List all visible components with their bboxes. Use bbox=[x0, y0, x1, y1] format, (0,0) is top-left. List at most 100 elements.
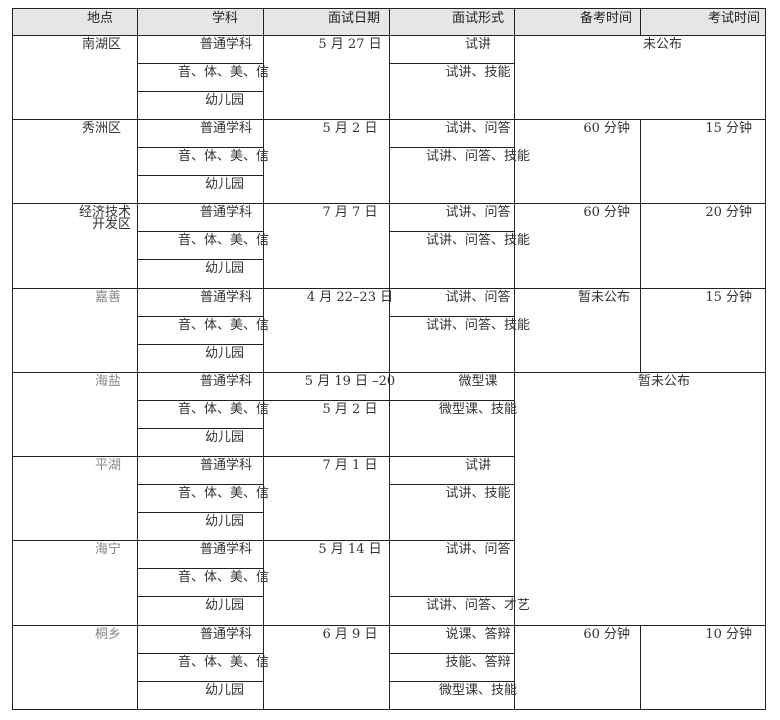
form-cell: 微型课、技能 bbox=[438, 683, 517, 698]
table-border bbox=[389, 147, 515, 148]
subject-cell: 幼儿园 bbox=[205, 346, 245, 361]
place-cell: 海宁 bbox=[94, 542, 121, 557]
prep-time-cell: 60 分钟 bbox=[583, 205, 630, 220]
table-border bbox=[137, 484, 264, 485]
table-border bbox=[137, 344, 264, 345]
form-cell: 试讲、问答 bbox=[445, 290, 511, 305]
table-border bbox=[12, 625, 766, 626]
subject-cell: 幼儿园 bbox=[205, 683, 245, 698]
subject-cell: 幼儿园 bbox=[205, 93, 245, 108]
subject-cell: 幼儿园 bbox=[205, 177, 245, 192]
subject-cell: 幼儿园 bbox=[205, 598, 245, 613]
form-cell: 技能、答辩 bbox=[445, 655, 511, 670]
form-cell: 试讲、技能 bbox=[445, 65, 511, 80]
column-header: 备考时间 bbox=[579, 11, 632, 26]
date-cell: 5 月 2 日 bbox=[322, 121, 378, 136]
form-cell: 试讲、问答 bbox=[445, 205, 511, 220]
table-border bbox=[137, 681, 264, 682]
column-header: 考试时间 bbox=[707, 11, 760, 26]
table-border bbox=[137, 231, 264, 232]
form-cell: 试讲 bbox=[464, 458, 491, 473]
subject-cell: 普通学科 bbox=[200, 121, 253, 136]
merged-time-cell: 未公布 bbox=[643, 37, 683, 52]
prep-time-cell: 暂未公布 bbox=[577, 290, 630, 305]
exam-time-cell: 20 分钟 bbox=[705, 205, 752, 220]
date-cell: 6 月 9 日 bbox=[322, 627, 378, 642]
table-border bbox=[12, 288, 766, 289]
table-border bbox=[137, 175, 264, 176]
place-cell: 海盐 bbox=[94, 374, 121, 389]
table-border bbox=[137, 8, 138, 710]
subject-cell: 幼儿园 bbox=[205, 261, 245, 276]
form-cell: 试讲、问答、技能 bbox=[425, 233, 530, 248]
date-cell: 7 月 7 日 bbox=[322, 205, 378, 220]
table-border bbox=[389, 63, 515, 64]
subject-cell: 普通学科 bbox=[200, 290, 253, 305]
date-cell: 5 月 27 日 bbox=[318, 37, 382, 52]
place-cell: 嘉善 bbox=[94, 290, 121, 305]
table-border bbox=[389, 596, 515, 597]
table-border bbox=[12, 456, 515, 457]
prep-time-cell: 60 分钟 bbox=[583, 627, 630, 642]
subject-cell: 音、体、美、信 bbox=[178, 402, 270, 417]
form-cell: 试讲 bbox=[464, 37, 491, 52]
subject-cell: 普通学科 bbox=[200, 542, 253, 557]
subject-cell: 普通学科 bbox=[200, 458, 253, 473]
table-border bbox=[137, 653, 264, 654]
place-cell: 南湖区 bbox=[81, 37, 121, 52]
form-cell: 试讲、技能 bbox=[445, 486, 511, 501]
subject-cell: 音、体、美、信 bbox=[178, 570, 270, 585]
table-border bbox=[137, 596, 264, 597]
subject-cell: 普通学科 bbox=[200, 205, 253, 220]
subject-cell: 音、体、美、信 bbox=[178, 65, 270, 80]
place-cell: 开发区 bbox=[91, 217, 131, 232]
table-border bbox=[263, 8, 264, 710]
subject-cell: 幼儿园 bbox=[205, 430, 245, 445]
merged-time-cell: 暂未公布 bbox=[638, 374, 691, 389]
table-border bbox=[640, 119, 641, 373]
column-header: 地点 bbox=[86, 11, 113, 26]
table-border bbox=[137, 259, 264, 260]
table-border bbox=[12, 8, 13, 710]
date-cell: 5 月 19 日 –20 bbox=[304, 374, 396, 389]
form-cell: 微型课 bbox=[458, 374, 498, 389]
place-cell: 秀洲区 bbox=[81, 121, 121, 136]
date-cell: 4 月 22–23 日 bbox=[306, 290, 394, 305]
place-cell: 经济技术 bbox=[78, 205, 131, 220]
subject-cell: 普通学科 bbox=[200, 627, 253, 642]
form-cell: 试讲、问答、才艺 bbox=[425, 598, 530, 613]
form-cell: 试讲、问答 bbox=[445, 121, 511, 136]
subject-cell: 普通学科 bbox=[200, 374, 253, 389]
table-border bbox=[389, 484, 515, 485]
exam-time-cell: 15 分钟 bbox=[705, 290, 752, 305]
table-border bbox=[389, 681, 515, 682]
form-cell: 微型课、技能 bbox=[438, 402, 517, 417]
table-border bbox=[389, 653, 515, 654]
table-border bbox=[263, 400, 515, 401]
table-border bbox=[137, 512, 264, 513]
table-border bbox=[137, 91, 264, 92]
table-border bbox=[514, 8, 515, 710]
column-header: 面试形式 bbox=[451, 11, 504, 26]
table-border bbox=[137, 428, 264, 429]
table-border bbox=[640, 8, 641, 36]
table-border bbox=[389, 8, 390, 710]
date-cell: 7 月 1 日 bbox=[322, 458, 378, 473]
exam-time-cell: 15 分钟 bbox=[705, 121, 752, 136]
subject-cell: 普通学科 bbox=[200, 37, 253, 52]
table-border bbox=[12, 203, 766, 204]
subject-cell: 音、体、美、信 bbox=[178, 149, 270, 164]
table-border bbox=[12, 35, 766, 36]
column-header: 学科 bbox=[211, 11, 238, 26]
table-border bbox=[12, 709, 766, 710]
table-border bbox=[137, 568, 264, 569]
table-border bbox=[389, 231, 515, 232]
subject-cell: 音、体、美、信 bbox=[178, 655, 270, 670]
form-cell: 试讲、问答、技能 bbox=[425, 318, 530, 333]
subject-cell: 音、体、美、信 bbox=[178, 318, 270, 333]
table-border bbox=[12, 8, 766, 9]
table-border bbox=[765, 8, 766, 710]
subject-cell: 幼儿园 bbox=[205, 514, 245, 529]
exam-time-cell: 10 分钟 bbox=[705, 627, 752, 642]
prep-time-cell: 60 分钟 bbox=[583, 121, 630, 136]
